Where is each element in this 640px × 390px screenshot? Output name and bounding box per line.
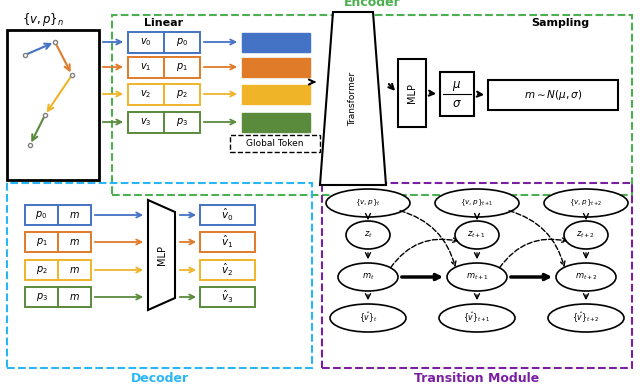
Text: $p_3$: $p_3$ bbox=[35, 291, 47, 303]
Text: $\{v,p\}_{t\!+\!1}$: $\{v,p\}_{t\!+\!1}$ bbox=[460, 198, 493, 208]
Text: $\mu$: $\mu$ bbox=[452, 79, 461, 93]
FancyBboxPatch shape bbox=[128, 112, 164, 133]
FancyBboxPatch shape bbox=[58, 205, 91, 225]
Text: Encoder: Encoder bbox=[344, 0, 401, 9]
FancyBboxPatch shape bbox=[200, 232, 255, 252]
Text: $\{v,p\}_n$: $\{v,p\}_n$ bbox=[22, 11, 64, 28]
FancyBboxPatch shape bbox=[25, 287, 58, 307]
Text: MLP: MLP bbox=[407, 83, 417, 103]
FancyBboxPatch shape bbox=[58, 287, 91, 307]
Text: $v_1$: $v_1$ bbox=[140, 61, 152, 73]
Text: Transition Module: Transition Module bbox=[414, 372, 540, 385]
FancyBboxPatch shape bbox=[164, 57, 200, 78]
Text: $v_0$: $v_0$ bbox=[140, 36, 152, 48]
Ellipse shape bbox=[326, 189, 410, 217]
Ellipse shape bbox=[330, 304, 406, 332]
Text: $\hat{v}_2$: $\hat{v}_2$ bbox=[221, 262, 234, 278]
FancyBboxPatch shape bbox=[242, 112, 310, 131]
FancyBboxPatch shape bbox=[25, 260, 58, 280]
FancyBboxPatch shape bbox=[242, 57, 310, 76]
Ellipse shape bbox=[556, 263, 616, 291]
Text: Transformer: Transformer bbox=[349, 71, 358, 126]
FancyBboxPatch shape bbox=[25, 205, 58, 225]
Text: $m$: $m$ bbox=[69, 292, 80, 302]
FancyBboxPatch shape bbox=[58, 232, 91, 252]
FancyBboxPatch shape bbox=[164, 112, 200, 133]
Text: $v_2$: $v_2$ bbox=[140, 88, 152, 100]
FancyBboxPatch shape bbox=[128, 83, 164, 105]
Text: $\hat{v}_0$: $\hat{v}_0$ bbox=[221, 207, 234, 223]
Text: $m_t$: $m_t$ bbox=[362, 272, 374, 282]
Text: $m\sim N(\mu,\sigma)$: $m\sim N(\mu,\sigma)$ bbox=[524, 88, 582, 102]
FancyBboxPatch shape bbox=[7, 30, 99, 180]
Text: $\hat{v}_3$: $\hat{v}_3$ bbox=[221, 289, 234, 305]
Ellipse shape bbox=[548, 304, 624, 332]
FancyBboxPatch shape bbox=[25, 232, 58, 252]
FancyBboxPatch shape bbox=[488, 80, 618, 110]
FancyBboxPatch shape bbox=[242, 32, 310, 51]
Ellipse shape bbox=[435, 189, 519, 217]
Text: $\{\hat{v}\}_{t+1}$: $\{\hat{v}\}_{t+1}$ bbox=[463, 311, 491, 325]
Text: MLP: MLP bbox=[157, 245, 167, 265]
Text: $v_3$: $v_3$ bbox=[140, 116, 152, 128]
Ellipse shape bbox=[544, 189, 628, 217]
Text: $p_0$: $p_0$ bbox=[35, 209, 47, 221]
Text: $p_1$: $p_1$ bbox=[176, 61, 188, 73]
Ellipse shape bbox=[564, 221, 608, 249]
FancyBboxPatch shape bbox=[58, 260, 91, 280]
FancyBboxPatch shape bbox=[200, 287, 255, 307]
FancyBboxPatch shape bbox=[164, 32, 200, 53]
FancyBboxPatch shape bbox=[164, 83, 200, 105]
Text: $\{\hat{v}\}_t$: $\{\hat{v}\}_t$ bbox=[358, 311, 378, 325]
Text: $\{v,p\}_t$: $\{v,p\}_t$ bbox=[355, 198, 381, 208]
Text: $\sigma$: $\sigma$ bbox=[452, 97, 462, 110]
FancyBboxPatch shape bbox=[440, 72, 474, 116]
Text: $p_2$: $p_2$ bbox=[176, 88, 188, 100]
Text: $p_1$: $p_1$ bbox=[36, 236, 47, 248]
Text: $m$: $m$ bbox=[69, 237, 80, 247]
Text: $m_{t+1}$: $m_{t+1}$ bbox=[466, 272, 488, 282]
Text: $m$: $m$ bbox=[69, 210, 80, 220]
Ellipse shape bbox=[346, 221, 390, 249]
Ellipse shape bbox=[439, 304, 515, 332]
FancyBboxPatch shape bbox=[200, 205, 255, 225]
Ellipse shape bbox=[455, 221, 499, 249]
Text: $m$: $m$ bbox=[69, 265, 80, 275]
Polygon shape bbox=[320, 12, 386, 185]
FancyBboxPatch shape bbox=[128, 57, 164, 78]
Text: $p_2$: $p_2$ bbox=[36, 264, 47, 276]
Text: Linear: Linear bbox=[145, 18, 184, 28]
Text: Global Token: Global Token bbox=[246, 139, 304, 148]
Text: $z_{t+2}$: $z_{t+2}$ bbox=[577, 230, 596, 240]
Text: $\{v,p\}_{t\!+\!2}$: $\{v,p\}_{t\!+\!2}$ bbox=[570, 198, 602, 208]
Text: Decoder: Decoder bbox=[131, 372, 189, 385]
Text: $\hat{v}_1$: $\hat{v}_1$ bbox=[221, 234, 234, 250]
Text: $m_{t+2}$: $m_{t+2}$ bbox=[575, 272, 597, 282]
FancyBboxPatch shape bbox=[128, 32, 164, 53]
Ellipse shape bbox=[338, 263, 398, 291]
Text: $p_3$: $p_3$ bbox=[176, 116, 188, 128]
Text: $p_0$: $p_0$ bbox=[176, 36, 188, 48]
Text: Sampling: Sampling bbox=[531, 18, 589, 28]
Text: $\{\hat{v}\}_{t+2}$: $\{\hat{v}\}_{t+2}$ bbox=[572, 311, 600, 325]
Text: $z_{t+1}$: $z_{t+1}$ bbox=[467, 230, 486, 240]
FancyBboxPatch shape bbox=[200, 260, 255, 280]
Polygon shape bbox=[148, 200, 175, 310]
FancyBboxPatch shape bbox=[398, 59, 426, 127]
FancyBboxPatch shape bbox=[242, 85, 310, 103]
Text: $z_t$: $z_t$ bbox=[364, 230, 372, 240]
Ellipse shape bbox=[447, 263, 507, 291]
